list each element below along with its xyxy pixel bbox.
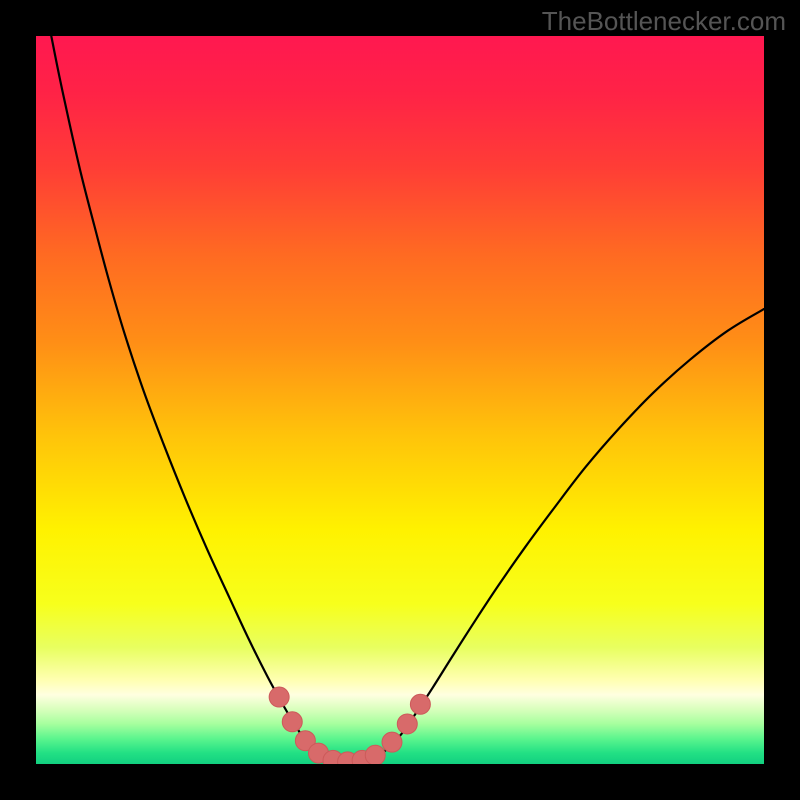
curve-marker <box>269 687 289 707</box>
curve-marker <box>397 714 417 734</box>
gradient-background <box>36 36 764 764</box>
plot-area <box>36 36 764 764</box>
curve-marker <box>382 732 402 752</box>
curve-marker <box>365 745 385 764</box>
watermark-text: TheBottlenecker.com <box>542 6 786 37</box>
curve-marker <box>410 694 430 714</box>
curve-marker <box>282 712 302 732</box>
plot-svg <box>36 36 764 764</box>
